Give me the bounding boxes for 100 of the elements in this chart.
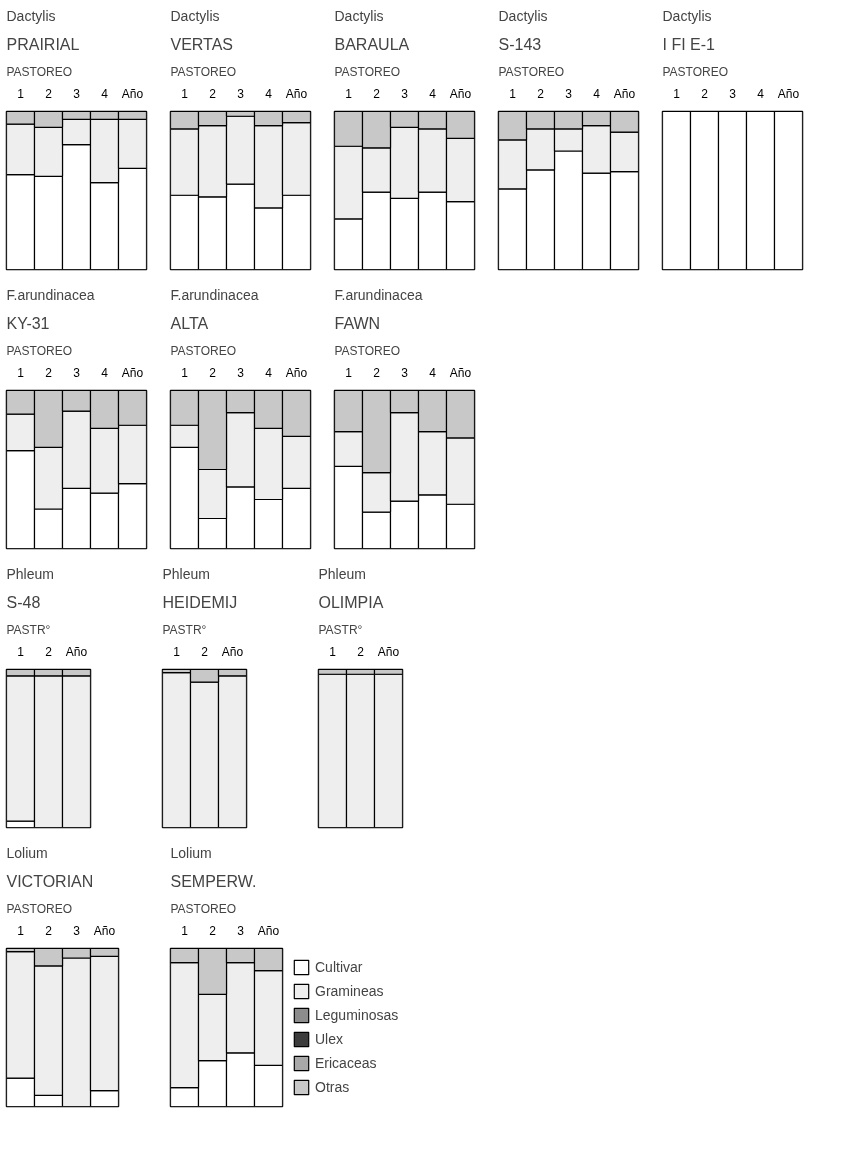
x-tick-label: 2 [45, 644, 53, 659]
x-tick-label: Año [777, 86, 800, 101]
legend-label: Ulex [315, 1031, 344, 1047]
chart-subtitle: OLIMPIA [318, 593, 384, 611]
x-tick-label: 2 [373, 365, 381, 380]
x-tick-label: 1 [17, 644, 25, 659]
chart-title: Dactylis [662, 7, 712, 24]
legend-label: Ericaceas [315, 1055, 377, 1071]
x-tick-label: 3 [73, 86, 81, 101]
x-tick-label: 3 [401, 86, 409, 101]
chart-title: Dactylis [498, 7, 548, 24]
legend-label: Cultivar [315, 959, 363, 975]
x-tick-label: Año [121, 365, 144, 380]
x-tick-label: Año [257, 923, 280, 938]
chart-subtitle: VERTAS [170, 35, 234, 53]
x-tick-label: 3 [73, 923, 81, 938]
x-tick-label: 3 [401, 365, 409, 380]
chart-title: F.arundinacea [170, 286, 259, 303]
x-tick-label: 4 [101, 86, 109, 101]
x-tick-label: 2 [209, 923, 217, 938]
chart-subtitle: ALTA [170, 314, 209, 332]
x-tick-label: 2 [373, 86, 381, 101]
legend-label: Gramineas [315, 983, 384, 999]
chart-subtitle: VICTORIAN [6, 872, 94, 890]
x-tick-label: 4 [757, 86, 765, 101]
x-tick-label: Año [121, 86, 144, 101]
legend-label: Otras [315, 1079, 350, 1095]
x-tick-label: 2 [45, 365, 53, 380]
chart-subtitle: HEIDEMIJ [162, 593, 238, 611]
x-tick-label: 2 [701, 86, 709, 101]
x-tick-label: Año [285, 86, 308, 101]
x-tick-label: 2 [45, 923, 53, 938]
chart-title: Phleum [162, 565, 210, 582]
x-tick-label: 2 [209, 86, 217, 101]
x-tick-label: 3 [73, 365, 81, 380]
x-tick-label: 1 [509, 86, 517, 101]
x-tick-label: Año [65, 644, 88, 659]
chart-subtitle: PRAIRIAL [6, 35, 80, 53]
x-tick-label: 1 [345, 86, 353, 101]
x-tick-label: 2 [357, 644, 365, 659]
chart-title: Lolium [170, 844, 212, 861]
x-tick-label: 1 [181, 923, 189, 938]
chart-subtitle: KY-31 [6, 314, 50, 332]
x-tick-label: 1 [329, 644, 337, 659]
x-tick-label: 4 [265, 365, 273, 380]
x-tick-label: Año [285, 365, 308, 380]
x-tick-label: 4 [429, 365, 437, 380]
x-tick-label: Año [449, 365, 472, 380]
x-tick-label: 3 [565, 86, 573, 101]
text: PASTOREO [6, 901, 73, 916]
chart-subtitle: S-143 [498, 35, 542, 53]
chart-subtitle: FAWN [334, 314, 381, 332]
x-tick-label: Año [221, 644, 244, 659]
chart-subtitle: S-48 [6, 593, 41, 611]
text: PASTOREO [6, 64, 73, 79]
x-tick-label: 1 [345, 365, 353, 380]
chart-title: F.arundinacea [334, 286, 423, 303]
x-tick-label: Año [449, 86, 472, 101]
chart-subtitle: SEMPERW. [170, 872, 257, 890]
x-tick-label: 1 [17, 365, 25, 380]
x-tick-label: 2 [209, 365, 217, 380]
chart-title: Lolium [6, 844, 48, 861]
x-tick-label: 1 [17, 86, 25, 101]
text: PASTR° [318, 622, 363, 637]
text: PASTR° [162, 622, 207, 637]
x-tick-label: 2 [201, 644, 209, 659]
text: PASTOREO [498, 64, 565, 79]
text: PASTOREO [170, 901, 237, 916]
x-tick-label: Año [613, 86, 636, 101]
x-tick-label: Año [377, 644, 400, 659]
x-tick-label: 1 [17, 923, 25, 938]
text: PASTOREO [334, 343, 401, 358]
x-tick-label: 1 [673, 86, 681, 101]
x-tick-label: Año [93, 923, 116, 938]
text: PASTOREO [6, 343, 73, 358]
text: PASTOREO [662, 64, 729, 79]
legend-label: Leguminosas [315, 1007, 399, 1023]
text: PASTOREO [170, 343, 237, 358]
x-tick-label: 4 [265, 86, 273, 101]
x-tick-label: 2 [45, 86, 53, 101]
text: PASTOREO [170, 64, 237, 79]
chart-subtitle: I FI E-1 [662, 35, 716, 53]
chart-title: Dactylis [334, 7, 384, 24]
chart-title: Phleum [318, 565, 366, 582]
x-tick-label: 3 [729, 86, 737, 101]
x-tick-label: 3 [237, 365, 245, 380]
x-tick-label: 2 [537, 86, 545, 101]
x-tick-label: 4 [429, 86, 437, 101]
x-tick-label: 3 [237, 86, 245, 101]
x-tick-label: 1 [173, 644, 181, 659]
chart-subtitle: BARAULA [334, 35, 410, 53]
chart-title: Dactylis [6, 7, 56, 24]
x-tick-label: 3 [237, 923, 245, 938]
x-tick-label: 1 [181, 86, 189, 101]
x-tick-label: 4 [101, 365, 109, 380]
chart-title: Dactylis [170, 7, 220, 24]
x-tick-label: 4 [593, 86, 601, 101]
chart-title: Phleum [6, 565, 54, 582]
chart-title: F.arundinacea [6, 286, 95, 303]
text: PASTR° [6, 622, 51, 637]
